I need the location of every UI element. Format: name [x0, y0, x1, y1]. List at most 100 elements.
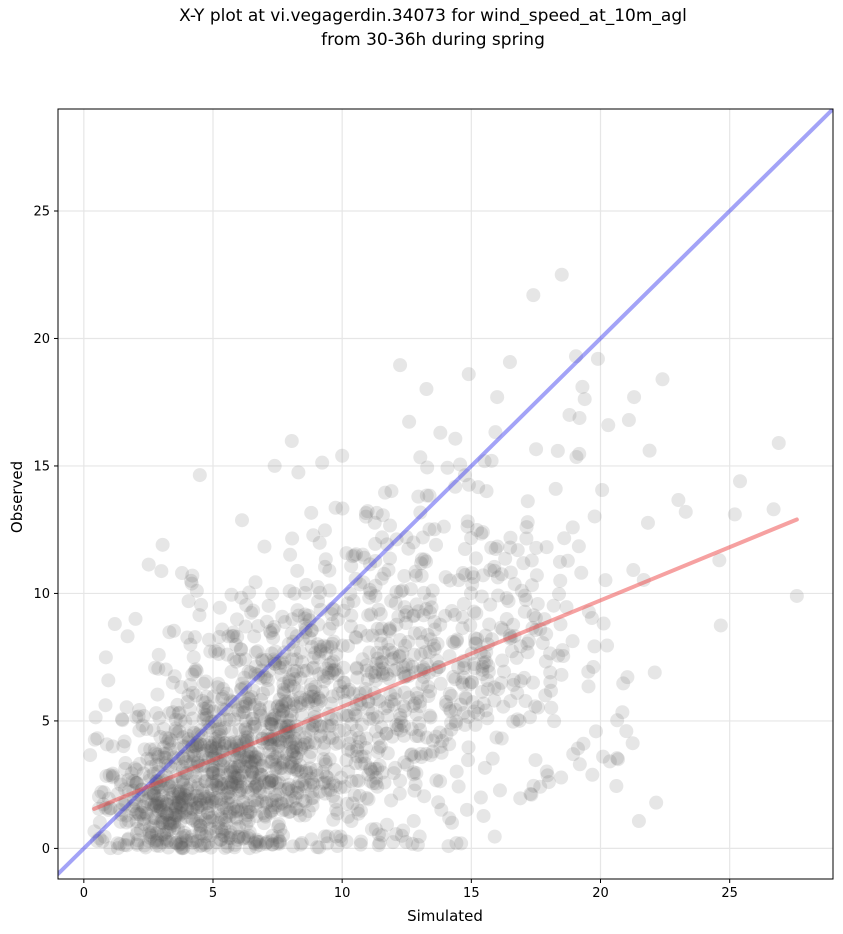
data-point: [110, 841, 125, 856]
data-point: [354, 717, 369, 732]
data-point: [223, 831, 238, 846]
data-point: [168, 721, 183, 736]
data-point: [474, 589, 489, 604]
data-point: [188, 834, 203, 849]
data-point: [543, 675, 558, 690]
data-point: [647, 665, 662, 680]
data-point: [382, 671, 397, 686]
data-point: [281, 637, 296, 652]
data-point: [179, 754, 194, 769]
data-point: [333, 829, 348, 844]
data-point: [207, 795, 222, 810]
data-point: [517, 604, 532, 619]
data-point: [208, 644, 223, 659]
data-point: [203, 644, 218, 659]
data-point: [789, 588, 804, 603]
data-point: [247, 697, 262, 712]
data-point: [353, 837, 368, 852]
data-point: [404, 748, 419, 763]
data-point: [771, 436, 786, 451]
data-point: [132, 807, 147, 822]
data-point: [406, 535, 421, 550]
data-point: [105, 766, 120, 781]
data-point: [216, 702, 231, 717]
data-point: [397, 755, 412, 770]
data-point: [414, 750, 429, 765]
data-point: [444, 815, 459, 830]
data-point: [463, 586, 478, 601]
data-point: [287, 762, 302, 777]
data-point: [289, 699, 304, 714]
data-point: [290, 763, 305, 778]
data-point: [294, 708, 309, 723]
data-point: [306, 650, 321, 665]
grid-lines: [58, 109, 833, 879]
data-point: [175, 775, 190, 790]
data-point: [232, 786, 247, 801]
data-point: [193, 818, 208, 833]
data-point: [198, 838, 213, 853]
data-point: [148, 811, 163, 826]
data-point: [202, 814, 217, 829]
data-point: [324, 640, 339, 655]
data-point: [306, 684, 321, 699]
data-point: [285, 744, 300, 759]
data-point: [361, 767, 376, 782]
data-point: [454, 836, 469, 851]
data-point: [210, 780, 225, 795]
data-point: [389, 584, 404, 599]
data-point: [572, 446, 587, 461]
data-point: [238, 699, 253, 714]
data-point: [217, 840, 232, 855]
data-point: [248, 779, 263, 794]
data-point: [350, 739, 365, 754]
data-point: [311, 692, 326, 707]
data-point: [320, 670, 335, 685]
data-point: [219, 686, 234, 701]
data-point: [214, 797, 229, 812]
data-point: [642, 443, 657, 458]
data-point: [353, 834, 368, 849]
data-point: [227, 652, 242, 667]
data-point: [225, 694, 240, 709]
data-point: [362, 711, 377, 726]
data-point: [150, 795, 165, 810]
data-point: [499, 612, 514, 627]
data-point: [132, 806, 147, 821]
data-point: [272, 702, 287, 717]
data-point: [105, 770, 120, 785]
data-point: [473, 790, 488, 805]
data-point: [345, 796, 360, 811]
data-point: [170, 697, 185, 712]
data-point: [491, 682, 506, 697]
data-point: [371, 827, 386, 842]
data-point: [234, 590, 249, 605]
data-point: [254, 708, 269, 723]
data-point: [317, 559, 332, 574]
data-point: [252, 781, 267, 796]
data-point: [165, 705, 180, 720]
data-point: [162, 782, 177, 797]
data-point: [213, 724, 228, 739]
data-point: [241, 798, 256, 813]
data-point: [180, 781, 195, 796]
data-point: [244, 759, 259, 774]
data-point: [410, 691, 425, 706]
data-point: [98, 650, 113, 665]
data-point: [310, 697, 325, 712]
data-point: [246, 711, 261, 726]
data-point: [227, 837, 242, 852]
data-point: [218, 788, 233, 803]
data-point: [504, 644, 519, 659]
data-point: [148, 660, 163, 675]
data-point: [250, 644, 265, 659]
data-point: [281, 694, 296, 709]
data-point: [312, 667, 327, 682]
data-point: [286, 667, 301, 682]
data-point: [114, 807, 129, 822]
data-point: [615, 705, 630, 720]
data-point: [272, 692, 287, 707]
data-point: [322, 621, 337, 636]
data-point: [180, 728, 195, 743]
data-point: [219, 801, 234, 816]
